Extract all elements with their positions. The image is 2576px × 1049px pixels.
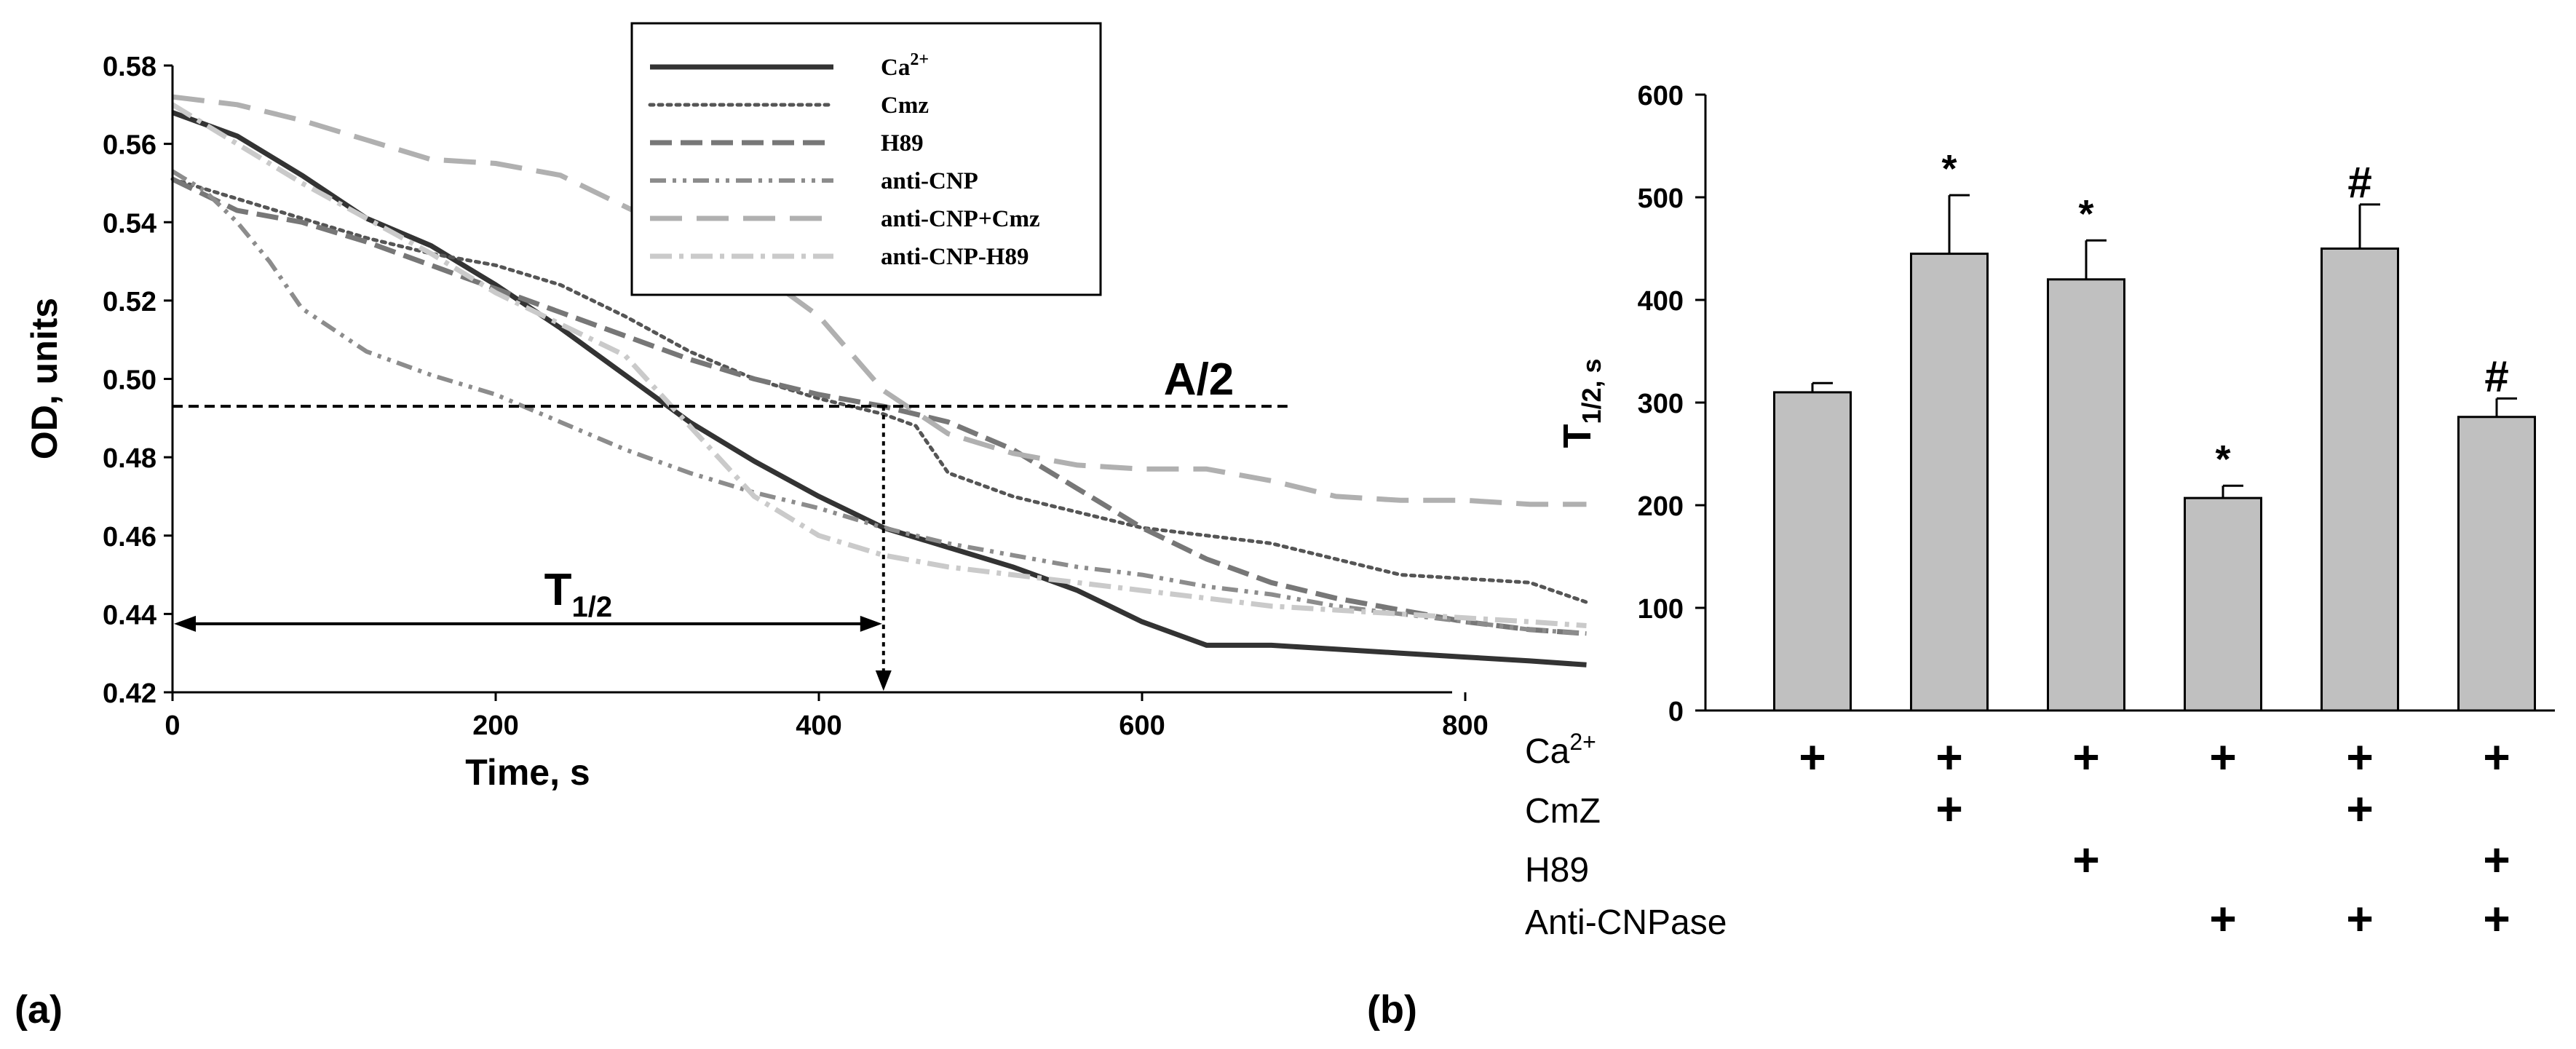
condition-label-h89: H89	[1525, 851, 1589, 890]
y-tick-label-b: 400	[1638, 286, 1684, 317]
significance-mark-2: *	[1941, 147, 1957, 191]
bar-2	[1910, 253, 1989, 712]
legend-label-anti-cnp-h89: anti-CNP-H89	[881, 244, 1029, 270]
series-line-anti-cnp-h89	[171, 102, 1587, 628]
y-tick-label: 0.46	[103, 522, 156, 553]
x-axis-label: Time, s	[465, 752, 590, 793]
condition-table: Ca2+ + + + + + +CmZ + +H89 + +Anti-CNPase + + +	[1525, 729, 2510, 945]
half-amplitude-label: A/2	[1164, 355, 1234, 405]
y-tick-label: 0.54	[103, 208, 156, 239]
series-line-ca2	[171, 110, 1587, 668]
significance-mark-3: *	[2078, 192, 2093, 236]
y-tick-label: 0.42	[103, 678, 156, 709]
y-tick-label: 0.52	[103, 287, 156, 317]
y-tick-labels-b: 0 100 200 300 400 500 600	[1638, 81, 1705, 727]
bar-3	[2047, 278, 2125, 712]
y-tick-labels: 0.42 0.44 0.46 0.48 0.50 0.52 0.54 0.56 0.58	[103, 52, 173, 709]
bar-5	[2321, 248, 2399, 712]
legend-label-cmz: Cmz	[881, 92, 929, 119]
legend-label-anti-cnp: anti-CNP	[881, 168, 978, 194]
significance-mark-4: *	[2215, 438, 2230, 481]
legend-label-anti-cnp-cmz: anti-CNP+Cmz	[881, 206, 1040, 232]
condition-mark-h89-6: +	[2483, 834, 2510, 886]
bar-1	[1773, 391, 1852, 712]
series-line-anti-cnp-cmz	[172, 94, 1587, 507]
panel-a-line-chart: 0 200 400 600 800 0.420.440.460.480.500.520.…	[24, 22, 1588, 793]
y-tick-label-b: 500	[1638, 183, 1684, 214]
condition-mark-ca2-4: +	[2209, 731, 2236, 783]
condition-label-cmz: CmZ	[1525, 792, 1601, 831]
t-half-right-arrowhead	[860, 615, 882, 632]
half-time-annotations: A/2 T1/2	[173, 355, 1288, 691]
condition-mark-anti-cnpase-4: +	[2209, 892, 2236, 945]
condition-label-anti-cnpase: Anti-CNPase	[1525, 903, 1727, 942]
y-tick-label-b: 0	[1668, 697, 1684, 727]
y-axis-label: OD, units	[24, 298, 65, 459]
series-line-cmz	[170, 177, 1588, 604]
bar-series-group: * * * # #	[1773, 147, 2536, 712]
y-tick-label-b: 300	[1638, 389, 1684, 419]
condition-mark-ca2-5: +	[2346, 731, 2373, 783]
condition-mark-ca2-2: +	[1935, 731, 1962, 783]
y-tick-label-b: 200	[1638, 491, 1684, 522]
t-half-label: T1/2	[544, 565, 612, 623]
bar-4	[2184, 496, 2262, 712]
half-time-arrowhead	[875, 670, 892, 691]
legend: Ca2+CmzH89anti-CNPanti-CNP+Cmzanti-CNP-H…	[630, 22, 1102, 296]
condition-mark-cmz-5: +	[2346, 783, 2373, 835]
legend-label-sup: 2+	[910, 50, 929, 69]
condition-mark-h89-3: +	[2072, 834, 2099, 886]
y-tick-label: 0.58	[103, 52, 156, 82]
x-tick-label: 400	[796, 710, 841, 741]
condition-mark-anti-cnpase-5: +	[2346, 892, 2373, 945]
x-tick-label: 600	[1119, 710, 1165, 741]
y-tick-label-b: 100	[1638, 594, 1684, 625]
condition-mark-anti-cnpase-6: +	[2483, 892, 2510, 945]
significance-mark-5: #	[2347, 158, 2371, 207]
y-axis-label-b: T1/2, s	[1555, 358, 1606, 448]
condition-mark-ca2-6: +	[2483, 731, 2510, 783]
x-tick-labels: 0 200 400 600 800	[165, 692, 1489, 741]
y-tick-label: 0.50	[103, 365, 156, 396]
t-half-left-arrowhead	[174, 615, 196, 632]
panel-b-label: (b)	[1367, 988, 1417, 1032]
condition-mark-ca2-3: +	[2072, 731, 2099, 783]
condition-mark-cmz-2: +	[1935, 783, 1962, 835]
x-tick-label: 200	[472, 710, 518, 741]
y-tick-label-b: 600	[1638, 81, 1684, 111]
legend-label-h89: H89	[881, 130, 924, 157]
bar-6	[2457, 416, 2536, 712]
panel-a-label: (a)	[15, 988, 63, 1032]
significance-mark-6: #	[2484, 352, 2508, 400]
condition-label-sup: 2+	[1569, 729, 1596, 755]
y-tick-label: 0.48	[103, 443, 156, 474]
y-tick-label: 0.44	[103, 600, 156, 630]
x-tick-label: 0	[165, 710, 180, 741]
x-tick-label: 800	[1442, 710, 1488, 741]
y-tick-label: 0.56	[103, 130, 156, 161]
condition-mark-ca2-1: +	[1799, 731, 1826, 783]
